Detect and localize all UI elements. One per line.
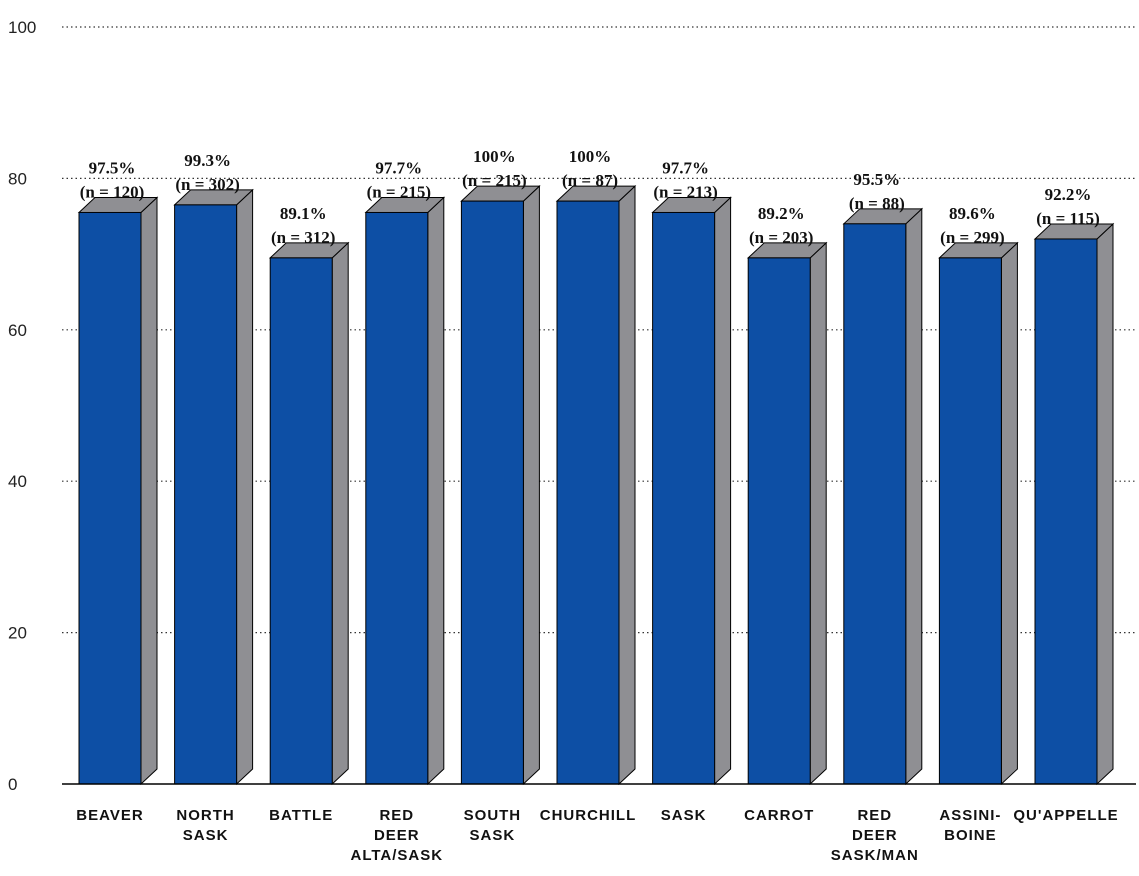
- bar-side: [140, 196, 158, 786]
- bar-side: [618, 184, 636, 786]
- bar-side: [522, 184, 540, 786]
- bar: [77, 196, 159, 786]
- bar-percent-label: 89.2%: [758, 204, 805, 223]
- x-category-label: SASK: [661, 807, 707, 824]
- bar-front: [78, 211, 142, 785]
- bar-percent-label: 97.5%: [89, 158, 136, 177]
- bar-n-label: (n = 215): [367, 182, 431, 201]
- x-category-label: SASK: [470, 827, 516, 844]
- bar-percent-label: 97.7%: [662, 158, 709, 177]
- bar-side: [331, 241, 349, 786]
- bar: [460, 184, 541, 786]
- x-category-label: BEAVER: [76, 807, 143, 824]
- bar-n-label: (n = 312): [271, 228, 335, 247]
- bar-percent-label: 89.1%: [280, 204, 327, 223]
- x-category-label: SASK/MAN: [831, 847, 919, 864]
- x-category-label: BATTLE: [269, 807, 333, 824]
- x-category-label: DEER: [374, 827, 420, 844]
- bar-percent-label: 99.3%: [184, 151, 231, 170]
- bar: [1033, 222, 1115, 786]
- x-category-label: SASK: [183, 827, 229, 844]
- bar-percent-label: 95.5%: [853, 170, 900, 189]
- bar: [555, 184, 637, 786]
- bar-n-label: (n = 87): [562, 171, 618, 190]
- bar-percent-label: 97.7%: [375, 158, 422, 177]
- bar-side: [905, 207, 923, 786]
- bar-percent-label: 100%: [569, 147, 612, 166]
- x-category-label: SOUTH: [464, 807, 522, 824]
- bar-n-label: (n = 213): [653, 182, 717, 201]
- x-category-label: BOINE: [944, 827, 997, 844]
- bar-front: [747, 257, 811, 785]
- bar-side: [714, 196, 732, 786]
- x-category-label: CARROT: [744, 807, 814, 824]
- bar-side: [427, 196, 445, 786]
- bar-side: [1096, 222, 1114, 786]
- x-category-label: ASSINI-: [939, 807, 1001, 824]
- bar: [746, 241, 828, 786]
- bar: [651, 196, 732, 786]
- x-category-label: CHURCHILL: [540, 807, 637, 824]
- y-tick-label: 40: [8, 472, 27, 491]
- bar: [268, 241, 350, 786]
- x-category-label: RED: [857, 807, 892, 824]
- bar: [842, 207, 924, 786]
- bar-front: [269, 257, 333, 785]
- bar-value-labels: 97.5% (n = 120) 99.3% (n = 302) 89.1% (n = 31…: [80, 147, 1100, 247]
- bar-front: [460, 200, 524, 785]
- bar-n-label: (n = 115): [1036, 209, 1100, 228]
- x-category-label: NORTH: [176, 807, 234, 824]
- bar-percent-label: 92.2%: [1045, 185, 1092, 204]
- bar-n-label: (n = 203): [749, 228, 813, 247]
- bar-percent-label: 100%: [473, 147, 516, 166]
- y-tick-label: 60: [8, 321, 27, 340]
- bar-front: [174, 204, 238, 785]
- y-tick-label: 100: [8, 18, 36, 37]
- bar: [938, 241, 1019, 786]
- bar-front: [938, 257, 1002, 785]
- bar-side: [809, 241, 827, 786]
- bar-side: [1000, 241, 1018, 786]
- bar-front: [556, 200, 620, 785]
- bars: [77, 184, 1115, 786]
- bar-front: [652, 211, 716, 785]
- bar-front: [1034, 238, 1098, 785]
- y-tick-label: 20: [8, 624, 27, 643]
- x-category-label: QU'APPELLE: [1013, 807, 1118, 824]
- y-tick-label: 0: [8, 775, 17, 794]
- bar-n-label: (n = 215): [462, 171, 526, 190]
- bar: [364, 196, 446, 786]
- bar-front: [365, 211, 429, 785]
- bar-n-label: (n = 120): [80, 182, 144, 201]
- bar-n-label: (n = 88): [849, 194, 905, 213]
- bar-n-label: (n = 302): [175, 175, 239, 194]
- x-axis-category-labels: BEAVER NORTH SASK BATTLE RED DEER ALTA/SASK SOU…: [76, 807, 1118, 864]
- x-category-label: DEER: [852, 827, 898, 844]
- y-tick-label: 80: [8, 169, 27, 188]
- x-category-label: RED: [379, 807, 414, 824]
- bar-percent-label: 89.6%: [949, 204, 996, 223]
- y-axis-ticks: 0 20 40 60 80 100: [8, 18, 36, 794]
- bar-side: [236, 188, 254, 786]
- x-category-label: ALTA/SASK: [350, 847, 443, 864]
- bar: [173, 188, 254, 786]
- bar-n-label: (n = 299): [940, 228, 1004, 247]
- bar-front: [843, 223, 907, 785]
